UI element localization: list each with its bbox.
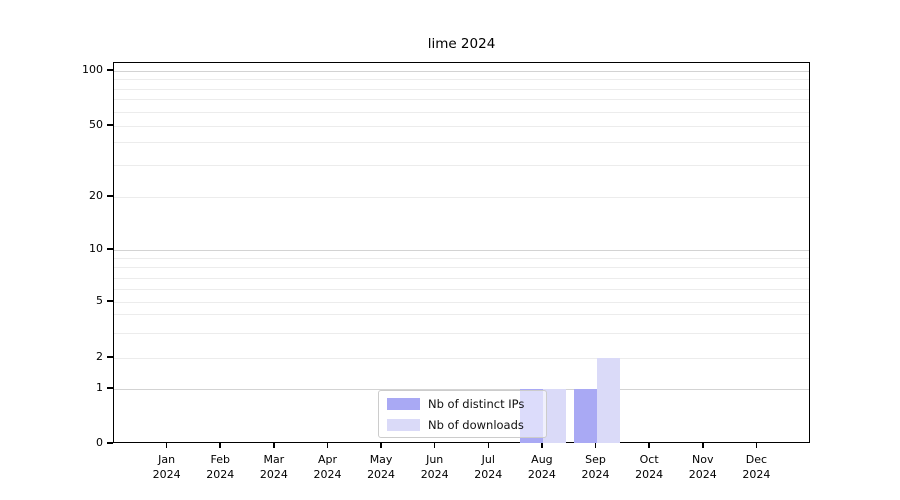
- x-tick-mark-sep: [594, 443, 597, 448]
- legend-label-downloads: Nb of downloads: [428, 417, 524, 432]
- x-tick-label-jun: Jun 2024: [420, 453, 449, 481]
- y-tick-mark-50: [107, 124, 113, 126]
- x-tick-label-oct: Oct 2024: [635, 453, 664, 481]
- x-tick-mark-jul: [487, 443, 490, 448]
- gridline-30: [114, 165, 809, 166]
- gridline-5: [114, 302, 809, 303]
- x-tick-mark-oct: [648, 443, 650, 448]
- x-tick-mark-aug: [541, 443, 543, 448]
- gridline-20: [114, 197, 809, 198]
- gridline-50: [114, 126, 809, 127]
- x-tick-mark-may: [380, 443, 382, 448]
- bar-downloads-aug: [542, 389, 566, 443]
- y-tick-mark-1: [107, 387, 113, 389]
- y-tick-mark-0: [107, 442, 113, 444]
- x-tick-label-may: May 2024: [367, 453, 396, 481]
- plot-area: [113, 62, 810, 443]
- gridline-3: [114, 333, 809, 334]
- y-tick-mark-5: [107, 300, 113, 302]
- gridline-2: [114, 358, 809, 359]
- legend-item-distinct-ips: Nb of distinct IPs: [387, 395, 538, 412]
- x-tick-mark-jan: [165, 443, 168, 448]
- x-tick-label-jul: Jul 2024: [474, 453, 503, 481]
- y-tick-label-2: 2: [96, 350, 103, 363]
- y-tick-label-10: 10: [89, 242, 103, 255]
- y-tick-label-20: 20: [89, 189, 103, 202]
- legend-label-distinct-ips: Nb of distinct IPs: [428, 396, 525, 411]
- legend: Nb of distinct IPs Nb of downloads: [378, 390, 547, 438]
- chart-title: lime 2024: [427, 36, 496, 52]
- x-tick-label-mar: Mar 2024: [259, 453, 288, 481]
- gridline-8: [114, 267, 809, 268]
- legend-swatch-distinct-ips: [387, 397, 420, 410]
- gridline-9: [114, 258, 809, 259]
- x-tick-label-aug: Aug 2024: [527, 453, 556, 481]
- y-tick-mark-2: [107, 356, 113, 358]
- x-tick-label-apr: Apr 2024: [313, 453, 342, 481]
- legend-item-downloads: Nb of downloads: [387, 416, 538, 433]
- gridline-1: [114, 389, 809, 390]
- x-tick-label-jan: Jan 2024: [152, 453, 181, 481]
- x-tick-mark-jun: [433, 443, 436, 448]
- gridline-100: [114, 71, 809, 72]
- x-tick-label-sep: Sep 2024: [581, 453, 610, 481]
- y-tick-mark-100: [107, 69, 113, 71]
- y-tick-label-5: 5: [96, 294, 103, 307]
- bar-downloads-sep: [596, 358, 620, 443]
- x-tick-label-dec: Dec 2024: [742, 453, 771, 481]
- gridline-7: [114, 278, 809, 279]
- x-tick-label-nov: Nov 2024: [688, 453, 717, 481]
- y-tick-mark-10: [107, 248, 113, 250]
- x-tick-mark-feb: [219, 443, 221, 448]
- gridline-10: [114, 250, 809, 251]
- gridline-80: [114, 89, 809, 90]
- x-tick-mark-mar: [273, 443, 275, 448]
- gridline-6: [114, 289, 809, 290]
- gridline-60: [114, 112, 809, 113]
- legend-swatch-downloads: [387, 418, 420, 431]
- gridline-40: [114, 142, 809, 143]
- x-tick-mark-nov: [702, 443, 704, 448]
- y-tick-label-100: 100: [82, 63, 103, 76]
- gridline-70: [114, 99, 809, 100]
- gridline-4: [114, 314, 809, 315]
- y-tick-label-50: 50: [89, 118, 103, 131]
- y-tick-label-0: 0: [96, 436, 103, 449]
- bar-distinct-ips-sep: [573, 389, 597, 443]
- y-tick-label-1: 1: [96, 381, 103, 394]
- x-tick-mark-apr: [326, 443, 329, 448]
- x-tick-label-feb: Feb 2024: [206, 453, 235, 481]
- x-tick-mark-dec: [755, 443, 758, 448]
- gridline-90: [114, 79, 809, 80]
- y-tick-mark-20: [107, 195, 113, 197]
